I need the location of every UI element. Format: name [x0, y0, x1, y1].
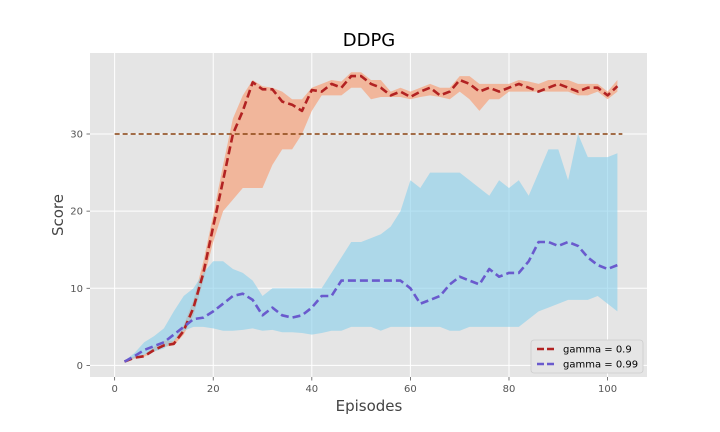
x-tick-label: 40 [305, 384, 318, 395]
legend: gamma = 0.9 gamma = 0.99 [530, 339, 644, 374]
y-axis-title: Score [49, 194, 67, 236]
confidence-bands [124, 72, 618, 363]
x-tick-label: 20 [207, 384, 220, 395]
x-tick-label: 0 [111, 384, 117, 395]
series-lines [123, 74, 619, 363]
band-gamma-0-99 [124, 134, 618, 363]
legend-label-gamma-0-99: gamma = 0.99 [563, 360, 638, 371]
line-gamma-0-99 [123, 240, 618, 363]
legend-box [530, 339, 644, 374]
y-tick-label: 30 [70, 130, 83, 141]
y-tick-label: 20 [70, 207, 83, 218]
legend-label-gamma-0-9: gamma = 0.9 [563, 345, 632, 356]
x-axis-title: Episodes [336, 397, 403, 415]
y-tick-label: 0 [77, 361, 83, 372]
x-tick-label: 60 [404, 384, 417, 395]
x-tick-label: 100 [598, 384, 617, 395]
band-gamma-0-9 [124, 72, 618, 362]
x-tick-label: 80 [503, 384, 516, 395]
line-gamma-0-9 [124, 74, 619, 363]
chart-title: DDPG [343, 30, 396, 51]
y-tick-label: 10 [70, 284, 83, 295]
tick-labels: 0 20 40 60 80 100 0 10 20 30 [70, 130, 617, 396]
